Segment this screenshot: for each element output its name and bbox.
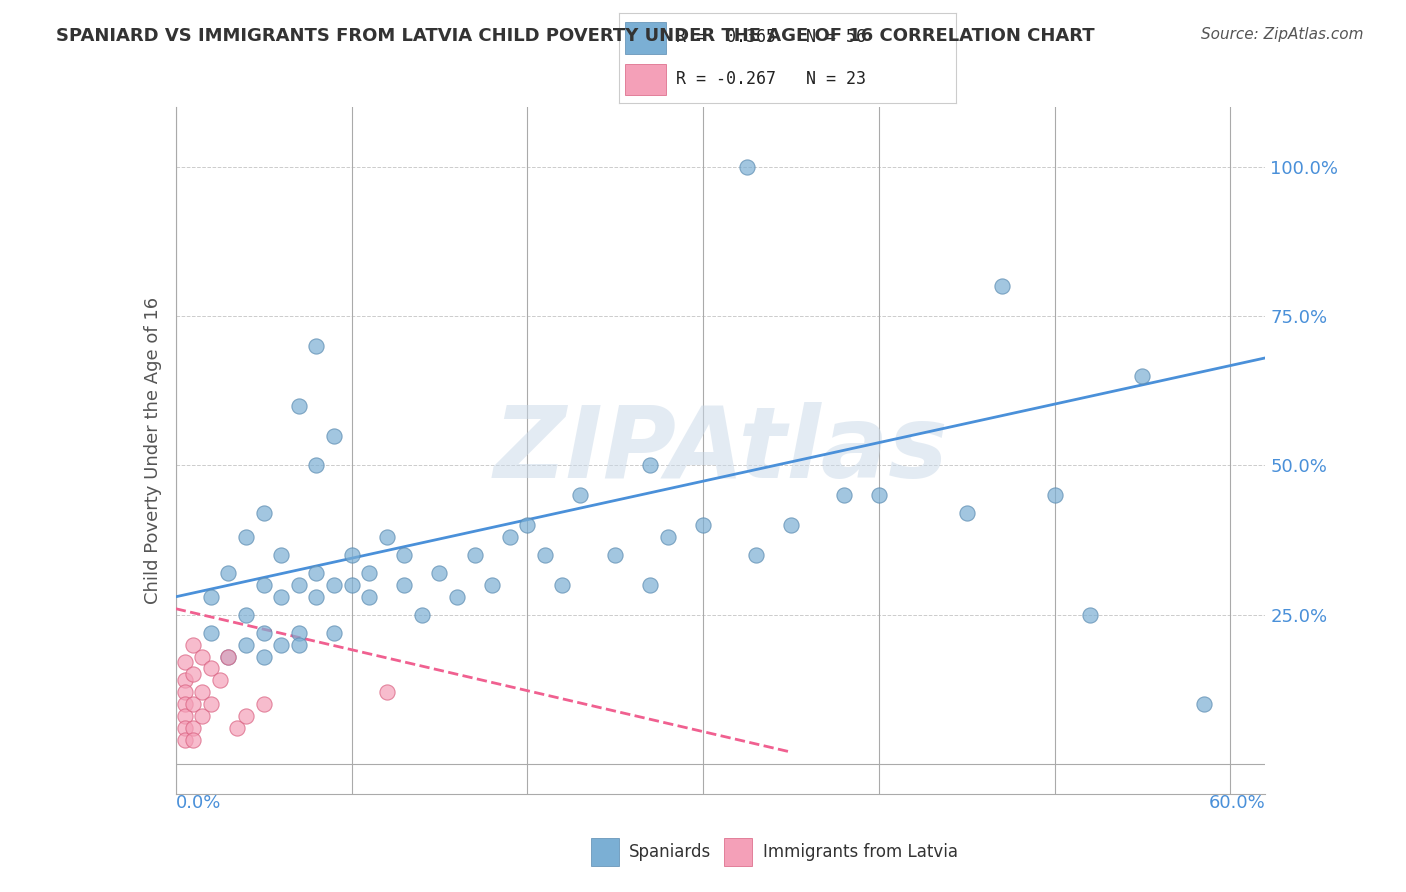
Point bbox=[226, 721, 249, 735]
Point bbox=[516, 518, 538, 533]
Text: 0.0%: 0.0% bbox=[176, 794, 221, 812]
Point bbox=[200, 625, 222, 640]
Text: R = -0.267   N = 23: R = -0.267 N = 23 bbox=[676, 70, 866, 88]
Point bbox=[305, 458, 328, 473]
Text: 60.0%: 60.0% bbox=[1209, 794, 1265, 812]
Point bbox=[235, 709, 257, 723]
Point bbox=[173, 733, 195, 747]
Text: Spaniards: Spaniards bbox=[630, 843, 711, 861]
Point bbox=[375, 685, 398, 699]
FancyBboxPatch shape bbox=[626, 64, 666, 95]
FancyBboxPatch shape bbox=[591, 838, 619, 866]
Point bbox=[208, 673, 231, 688]
Point bbox=[253, 625, 276, 640]
Point bbox=[183, 667, 205, 681]
Point bbox=[692, 518, 714, 533]
Point bbox=[499, 530, 522, 544]
Point bbox=[657, 530, 679, 544]
Point bbox=[217, 649, 239, 664]
Point bbox=[745, 548, 768, 562]
Point bbox=[481, 578, 503, 592]
Point bbox=[832, 488, 855, 502]
Point bbox=[446, 590, 468, 604]
Point bbox=[375, 530, 398, 544]
Text: SPANIARD VS IMMIGRANTS FROM LATVIA CHILD POVERTY UNDER THE AGE OF 16 CORRELATION: SPANIARD VS IMMIGRANTS FROM LATVIA CHILD… bbox=[56, 27, 1095, 45]
Point bbox=[288, 578, 311, 592]
Point bbox=[305, 339, 328, 353]
Point bbox=[183, 638, 205, 652]
Point bbox=[394, 578, 416, 592]
Point bbox=[359, 566, 381, 580]
Point bbox=[779, 518, 801, 533]
Point bbox=[191, 685, 214, 699]
Point bbox=[270, 638, 292, 652]
Point bbox=[464, 548, 486, 562]
Point bbox=[868, 488, 890, 502]
Y-axis label: Child Poverty Under the Age of 16: Child Poverty Under the Age of 16 bbox=[143, 297, 162, 604]
Point bbox=[288, 638, 311, 652]
Point bbox=[411, 607, 433, 622]
Point bbox=[270, 548, 292, 562]
Point bbox=[1192, 698, 1215, 712]
Point bbox=[270, 590, 292, 604]
Point bbox=[427, 566, 450, 580]
Point bbox=[191, 649, 214, 664]
Point bbox=[253, 649, 276, 664]
Point bbox=[173, 685, 195, 699]
Point bbox=[217, 566, 239, 580]
Point bbox=[323, 578, 346, 592]
Point bbox=[200, 590, 222, 604]
Point bbox=[359, 590, 381, 604]
Point bbox=[253, 578, 276, 592]
Point bbox=[305, 566, 328, 580]
Point bbox=[200, 698, 222, 712]
Point bbox=[217, 649, 239, 664]
Text: R =  0.365   N = 56: R = 0.365 N = 56 bbox=[676, 29, 866, 46]
Point bbox=[534, 548, 557, 562]
Point bbox=[323, 625, 346, 640]
Point bbox=[735, 160, 758, 174]
Point bbox=[253, 506, 276, 520]
Point bbox=[173, 673, 195, 688]
Point bbox=[1132, 368, 1154, 383]
Point bbox=[235, 607, 257, 622]
Point bbox=[253, 698, 276, 712]
Point bbox=[173, 709, 195, 723]
Point bbox=[173, 698, 195, 712]
Point bbox=[288, 399, 311, 413]
Point bbox=[956, 506, 979, 520]
Point bbox=[200, 661, 222, 675]
FancyBboxPatch shape bbox=[724, 838, 752, 866]
FancyBboxPatch shape bbox=[626, 22, 666, 54]
Text: Source: ZipAtlas.com: Source: ZipAtlas.com bbox=[1201, 27, 1364, 42]
Point bbox=[394, 548, 416, 562]
Point bbox=[605, 548, 627, 562]
Point bbox=[183, 721, 205, 735]
Point bbox=[340, 548, 363, 562]
Point bbox=[235, 638, 257, 652]
Point bbox=[288, 625, 311, 640]
Point bbox=[640, 578, 662, 592]
Point bbox=[1043, 488, 1066, 502]
Point bbox=[1078, 607, 1101, 622]
Point bbox=[183, 698, 205, 712]
Point bbox=[173, 721, 195, 735]
Point bbox=[305, 590, 328, 604]
Point bbox=[183, 733, 205, 747]
Point bbox=[991, 279, 1014, 293]
Point bbox=[235, 530, 257, 544]
Point bbox=[191, 709, 214, 723]
Text: ZIPAtlas: ZIPAtlas bbox=[494, 402, 948, 499]
Point bbox=[323, 428, 346, 442]
Point bbox=[340, 578, 363, 592]
Text: Immigrants from Latvia: Immigrants from Latvia bbox=[762, 843, 957, 861]
Point bbox=[640, 458, 662, 473]
Point bbox=[551, 578, 574, 592]
Point bbox=[173, 656, 195, 670]
Point bbox=[569, 488, 592, 502]
